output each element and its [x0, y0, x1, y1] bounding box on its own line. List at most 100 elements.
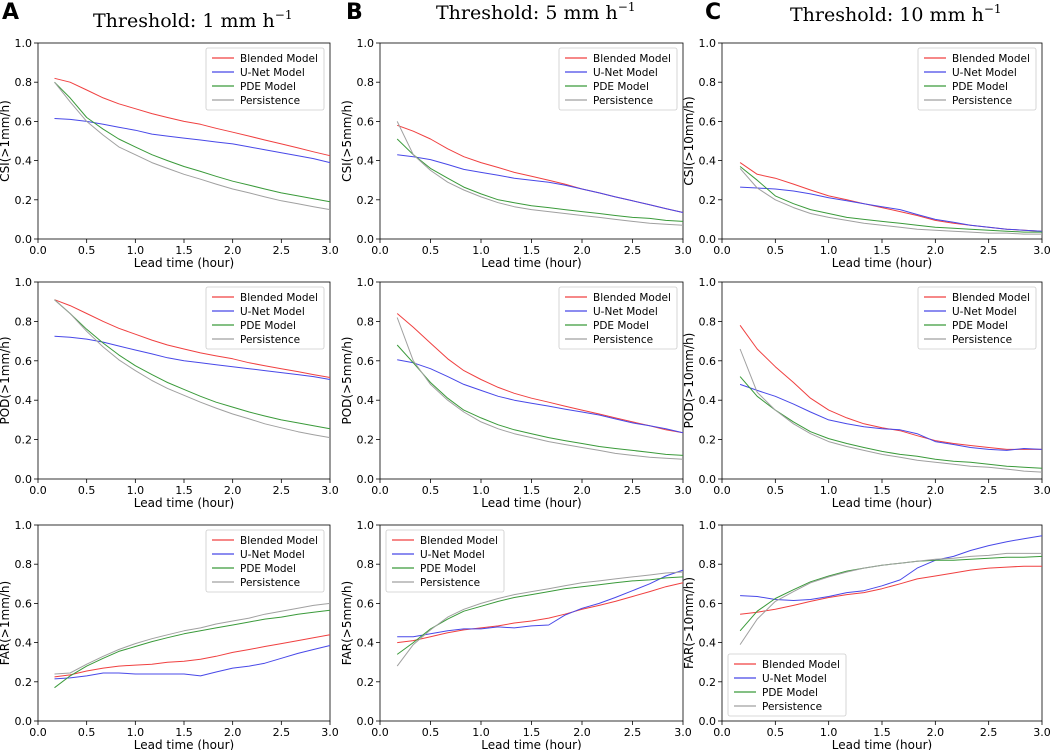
y-axis-label: CSI(>10mm/h): [682, 96, 696, 185]
legend-label: PDE Model: [952, 320, 1008, 332]
legend-label: Blended Model: [952, 53, 1030, 65]
y-tick-label: 0.6: [15, 115, 33, 128]
y-axis-label: CSI(>5mm/h): [340, 100, 354, 182]
x-axis-label: Lead time (hour): [481, 738, 581, 750]
series-line-persistence: [54, 602, 331, 675]
x-tick-label: 1.0: [820, 484, 838, 497]
x-tick-label: 1.0: [472, 726, 490, 739]
y-tick-label: 0.4: [15, 637, 33, 650]
y-tick-label: 0.0: [699, 473, 717, 486]
legend: Blended Model U-Net Model PDE Model Persist…: [205, 286, 325, 350]
y-tick-label: 0.6: [699, 355, 717, 368]
y-tick-label: 0.0: [357, 233, 375, 246]
series-line-pde-model: [739, 166, 1042, 233]
legend-label: PDE Model: [420, 563, 476, 575]
chart-5: 0.0 0.5 1.0 1.5 2.0 2.5 3.00.00.20.40.60.81.0L…: [340, 276, 692, 510]
legend-label: U-Net Model: [240, 67, 305, 79]
x-tick-label: 3.0: [674, 726, 692, 739]
y-tick-label: 0.8: [357, 558, 375, 571]
legend-label: Persistence: [593, 334, 653, 346]
series-line-blended-model: [54, 299, 331, 378]
x-tick-label: 2.0: [224, 484, 242, 497]
y-tick-label: 1.0: [699, 37, 717, 50]
column-title-1: Threshold: 1 mm h−1: [93, 8, 292, 32]
column-title-1-exponent: −1: [275, 8, 293, 22]
y-tick-label: 0.2: [15, 434, 33, 447]
series-line-u-net-model: [54, 645, 331, 680]
y-tick-label: 0.0: [699, 715, 717, 728]
legend-label: PDE Model: [240, 563, 296, 575]
legend-label: U-Net Model: [240, 549, 305, 561]
x-tick-label: 2.0: [927, 244, 945, 257]
y-tick-label: 0.8: [15, 558, 33, 571]
x-tick-label: 0.5: [78, 726, 96, 739]
series-line-pde-model: [396, 138, 684, 222]
legend: Blended Model U-Net Model PDE Model Persist…: [205, 47, 325, 111]
series-line-persistence: [739, 348, 1043, 473]
chart-1: 0.0 0.5 1.0 1.5 2.0 2.5 3.00.00.20.40.60.81.0L…: [0, 37, 339, 270]
series-line-blended-model: [740, 565, 1042, 615]
y-tick-label: 0.2: [357, 434, 375, 447]
y-tick-label: 0.4: [699, 155, 717, 168]
y-tick-label: 0.0: [15, 473, 33, 486]
x-tick-label: 0.0: [371, 244, 389, 257]
y-axis-label: CSI(>1mm/h): [0, 100, 12, 182]
legend-label: PDE Model: [593, 81, 649, 93]
legend-label: Persistence: [240, 577, 300, 589]
y-tick-label: 0.6: [699, 115, 717, 128]
x-tick-label: 0.5: [422, 244, 440, 257]
y-tick-label: 0.4: [357, 155, 375, 168]
series-line-pde-model: [396, 344, 684, 456]
column-title-2-exponent: −1: [618, 0, 636, 14]
x-tick-label: 0.5: [78, 484, 96, 497]
y-tick-label: 0.4: [699, 394, 717, 407]
series-line-persistence: [396, 121, 684, 226]
y-tick-label: 0.8: [699, 76, 717, 89]
legend-label: Persistence: [762, 701, 822, 713]
y-tick-label: 1.0: [15, 276, 33, 289]
series-line-u-net-model: [397, 154, 684, 213]
x-tick-label: 1.0: [127, 484, 145, 497]
legend-label: Persistence: [240, 334, 300, 346]
x-tick-label: 1.5: [523, 726, 541, 739]
y-tick-label: 0.0: [357, 715, 375, 728]
legend: Blended Model U-Net Model PDE Model Persist…: [917, 286, 1037, 350]
legend-label: U-Net Model: [240, 306, 305, 318]
chart-grid: 0.0 0.5 1.0 1.5 2.0 2.5 3.00.00.20.40.60.81.0L…: [0, 37, 1051, 750]
x-tick-label: 2.0: [224, 244, 242, 257]
x-tick-label: 3.0: [674, 244, 692, 257]
legend-frame: [205, 47, 325, 111]
y-tick-label: 0.4: [357, 394, 375, 407]
y-tick-label: 0.2: [357, 194, 375, 207]
chart-3: 0.0 0.5 1.0 1.5 2.0 2.5 3.00.00.20.40.60.81.0L…: [682, 37, 1051, 270]
legend-frame: [917, 286, 1037, 350]
x-tick-label: 2.5: [980, 484, 998, 497]
y-axis-label: POD(>1mm/h): [0, 336, 12, 424]
x-tick-label: 1.0: [820, 726, 838, 739]
x-tick-label: 2.5: [624, 726, 642, 739]
y-axis-label: POD(>10mm/h): [682, 333, 696, 429]
x-tick-label: 2.5: [980, 726, 998, 739]
x-tick-label: 0.0: [29, 484, 47, 497]
y-tick-label: 0.6: [699, 597, 717, 610]
column-title-3-exponent: −1: [984, 2, 1002, 16]
x-tick-label: 1.5: [873, 244, 891, 257]
x-tick-label: 2.0: [927, 484, 945, 497]
x-tick-label: 0.0: [371, 726, 389, 739]
chart-4: 0.0 0.5 1.0 1.5 2.0 2.5 3.00.00.20.40.60.81.0L…: [0, 276, 339, 510]
legend-frame: [558, 286, 678, 350]
x-axis-label: Lead time (hour): [134, 496, 234, 510]
series-line-u-net-model: [397, 359, 684, 434]
series-line-blended-model: [396, 313, 684, 434]
legend-label: PDE Model: [952, 81, 1008, 93]
x-tick-label: 2.5: [273, 484, 291, 497]
y-tick-label: 0.6: [15, 597, 33, 610]
series-line-persistence: [54, 299, 331, 439]
series-line-u-net-model: [54, 118, 331, 164]
x-tick-label: 0.5: [767, 726, 785, 739]
x-tick-label: 1.5: [523, 244, 541, 257]
legend: Blended Model U-Net Model PDE Model Persist…: [385, 529, 505, 593]
series-line-blended-model: [397, 124, 684, 213]
x-tick-label: 0.0: [29, 244, 47, 257]
x-tick-label: 3.0: [1033, 244, 1051, 257]
